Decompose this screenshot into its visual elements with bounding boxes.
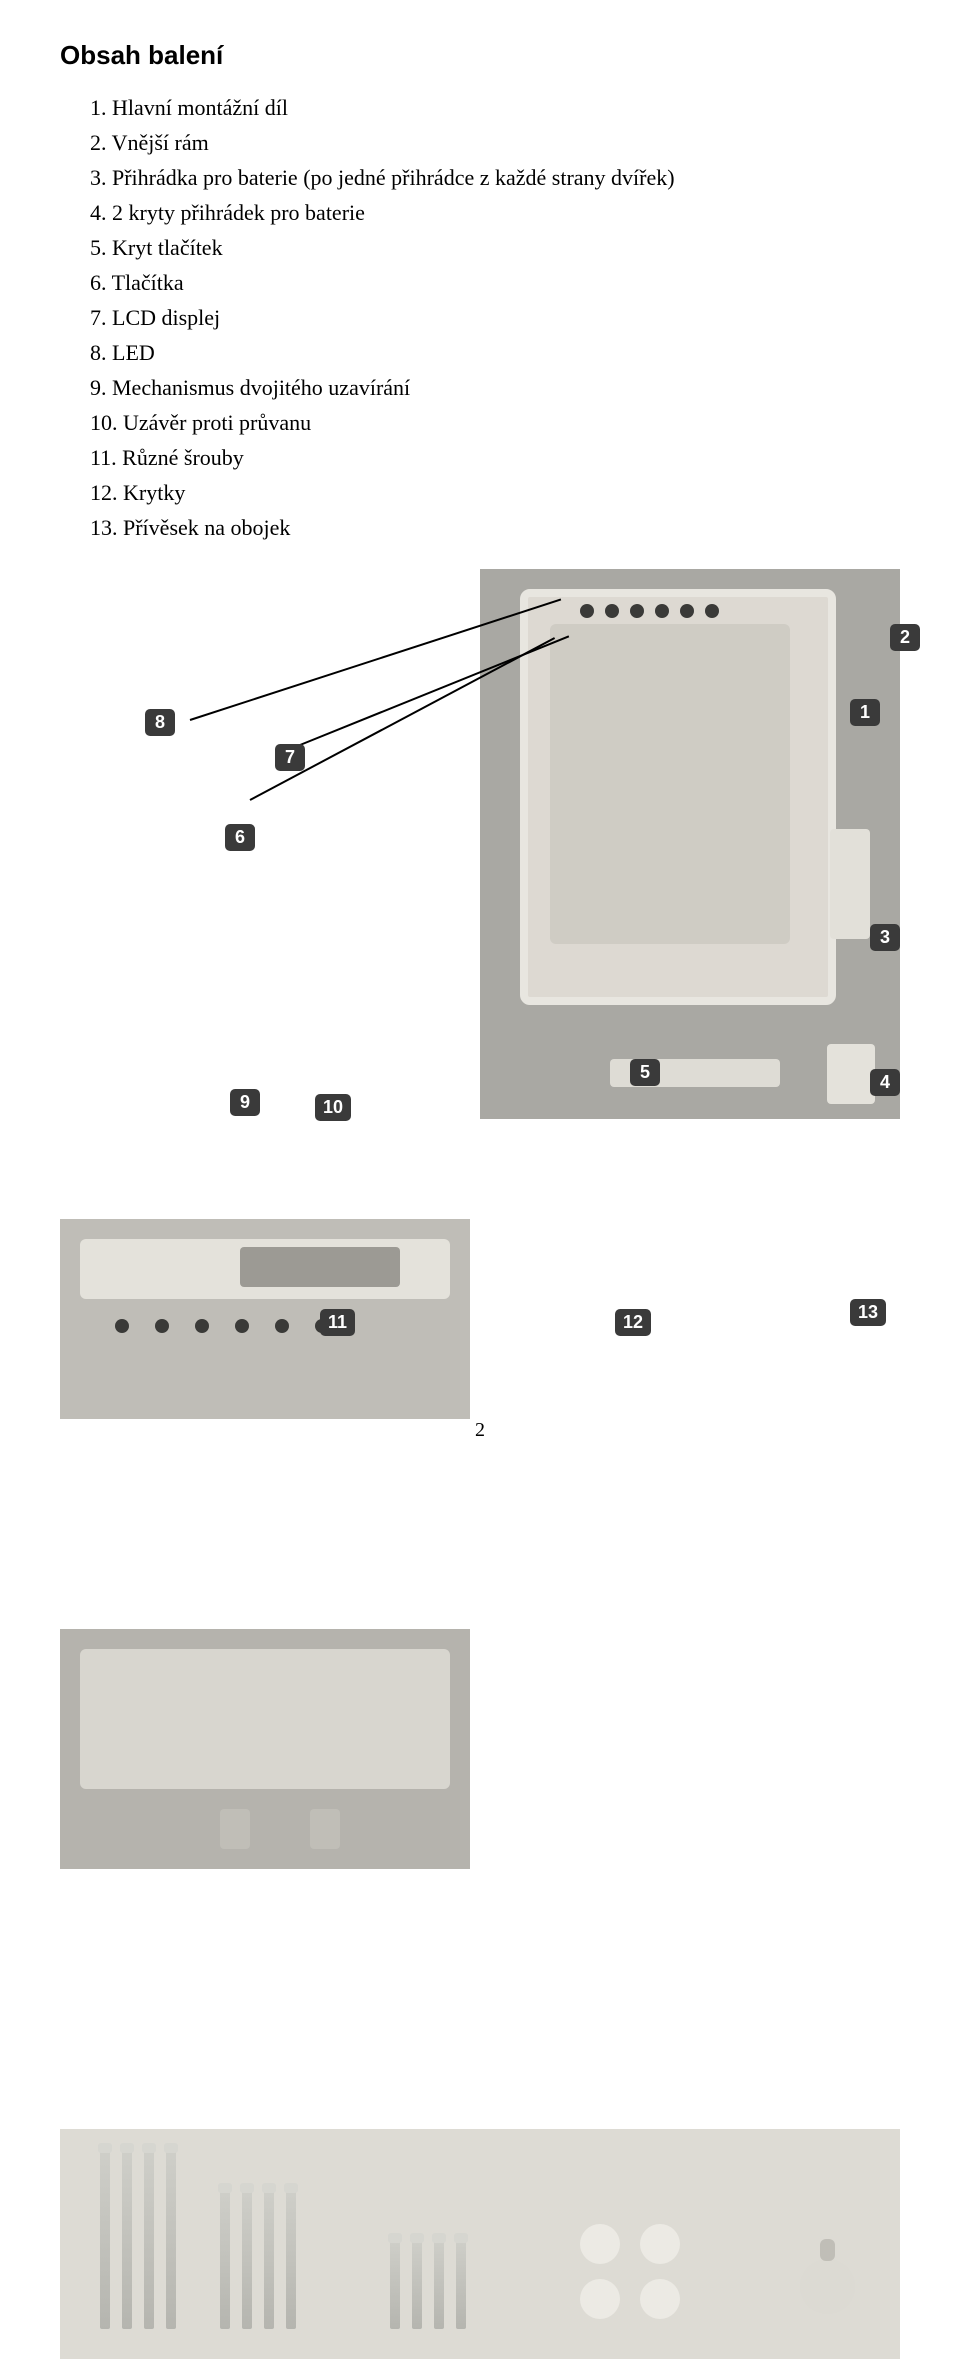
list-item: 7. LCD displej (90, 301, 900, 334)
badge-12: 12 (615, 1309, 651, 1336)
photo-lock-closeup (60, 1629, 470, 1869)
photo-hardware (60, 2129, 900, 2359)
badge-8: 8 (145, 709, 175, 736)
list-item: 4. 2 kryty přihrádek pro baterie (90, 196, 900, 229)
list-item: 10. Uzávěr proti průvanu (90, 406, 900, 439)
badge-7: 7 (275, 744, 305, 771)
list-item: 6. Tlačítka (90, 266, 900, 299)
badge-3: 3 (870, 924, 900, 951)
badge-2: 2 (890, 624, 920, 651)
figure-area: 2 1 8 7 6 3 5 4 9 10 11 12 13 (60, 569, 900, 1389)
list-item: 11. Různé šrouby (90, 441, 900, 474)
contents-list: 1. Hlavní montážní díl 2. Vnější rám 3. … (90, 91, 900, 544)
badge-13: 13 (850, 1299, 886, 1326)
badge-9: 9 (230, 1089, 260, 1116)
list-item: 1. Hlavní montážní díl (90, 91, 900, 124)
badge-4: 4 (870, 1069, 900, 1096)
badge-6: 6 (225, 824, 255, 851)
list-item: 8. LED (90, 336, 900, 369)
badge-1: 1 (850, 699, 880, 726)
badge-5: 5 (630, 1059, 660, 1086)
list-item: 5. Kryt tlačítek (90, 231, 900, 264)
photo-main-assembly (480, 569, 900, 1119)
list-item: 13. Přívěsek na obojek (90, 511, 900, 544)
badge-10: 10 (315, 1094, 351, 1121)
page-title: Obsah balení (60, 40, 900, 71)
badge-11: 11 (320, 1309, 355, 1336)
page-number: 2 (60, 1419, 900, 1442)
list-item: 9. Mechanismus dvojitého uzavírání (90, 371, 900, 404)
list-item: 3. Přihrádka pro baterie (po jedné přihr… (90, 161, 900, 194)
page: Obsah balení 1. Hlavní montážní díl 2. V… (0, 0, 960, 1462)
list-item: 12. Krytky (90, 476, 900, 509)
photo-controls-closeup (60, 1219, 470, 1419)
list-item: 2. Vnější rám (90, 126, 900, 159)
